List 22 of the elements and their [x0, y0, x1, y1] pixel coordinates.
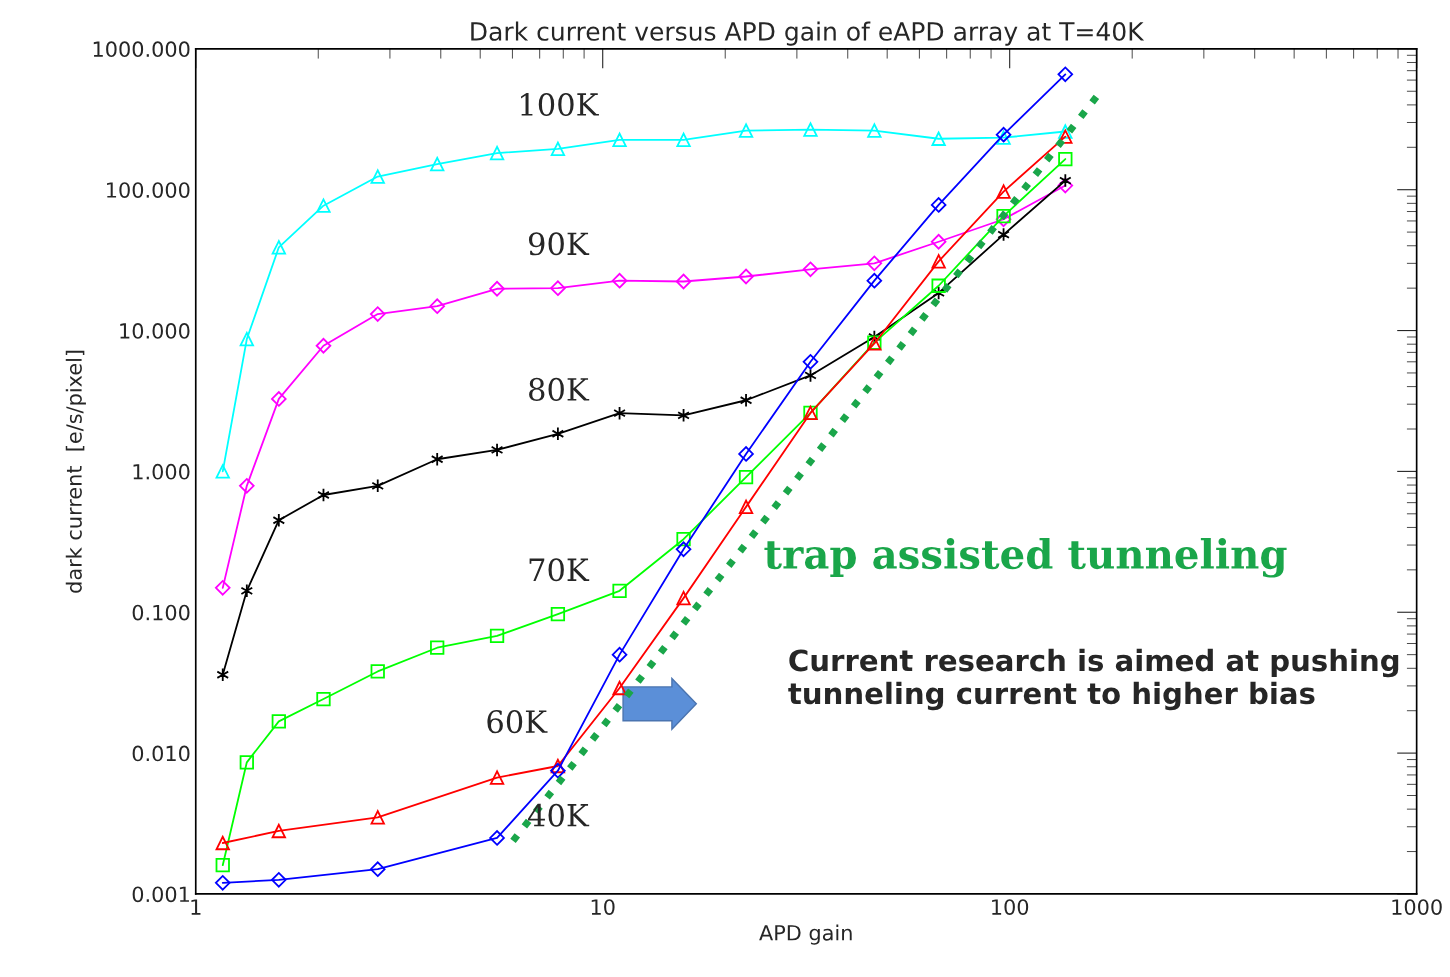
- chart-title: Dark current versus APD gain of eAPD array at T=40K: [471, 21, 1145, 46]
- x-axis-title: APD gain: [759, 924, 852, 945]
- series-label: 70K: [529, 558, 590, 582]
- y-tick-label: 0.001: [132, 886, 189, 903]
- y-tick-label: 1000.000: [93, 41, 190, 58]
- y-tick-label: 1.000: [133, 463, 190, 480]
- y-tick-label: 0.010: [132, 745, 190, 762]
- series-label: 90K: [528, 232, 590, 256]
- series-label: 100K: [521, 92, 599, 117]
- series-label: 80K: [529, 377, 590, 401]
- x-tick-label: 10: [591, 899, 615, 915]
- annotation: Current research is aimed at pushing tunneling current to higher bias: [788, 648, 1399, 711]
- y-tick-label: 0.100: [132, 604, 190, 621]
- x-tick-label: 1000: [1392, 899, 1442, 915]
- series-label: 40K: [527, 803, 590, 827]
- y-tick-label: 10.000: [120, 323, 190, 339]
- series-label: 60K: [487, 710, 548, 734]
- x-tick-label: 100: [992, 899, 1029, 915]
- x-tick-label: 1: [191, 899, 201, 915]
- annotation: trap assisted tunneling: [764, 537, 1287, 578]
- y-axis-title: dark current [e/s/pixel]: [65, 350, 86, 593]
- y-tick-label: 100.000: [107, 182, 190, 198]
